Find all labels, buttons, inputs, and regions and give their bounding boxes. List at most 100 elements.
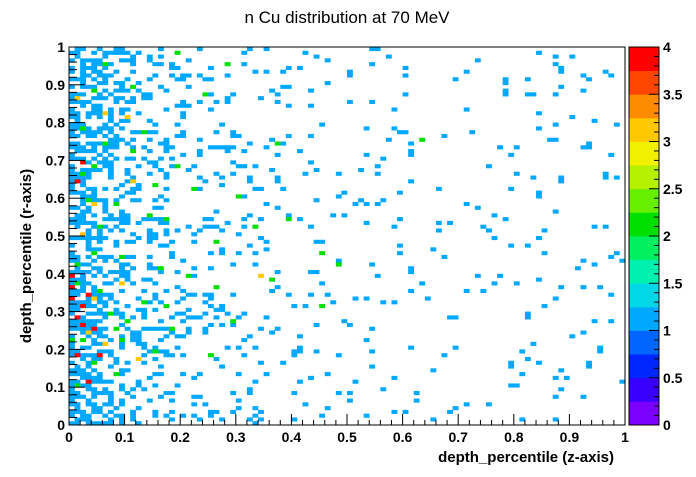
heatmap-cell: [130, 281, 137, 286]
heatmap-cell: [91, 258, 98, 263]
heatmap-cell: [263, 145, 270, 150]
heatmap-cell: [107, 292, 114, 297]
heatmap-cell: [208, 145, 214, 150]
y-tick-label: 0.5: [46, 228, 66, 244]
heatmap-cell: [146, 349, 153, 354]
heatmap-cell: [174, 50, 181, 55]
heatmap-cell: [169, 353, 175, 358]
heatmap-cell: [486, 164, 492, 169]
heatmap-cell: [102, 81, 109, 86]
colorbar-tick-label: 0.5: [663, 370, 683, 386]
y-tick-label: 0.8: [46, 115, 66, 131]
heatmap-cell: [96, 356, 103, 362]
heatmap-cell: [74, 379, 81, 384]
heatmap-cell: [341, 319, 348, 324]
heatmap-cell: [536, 194, 542, 199]
heatmap-cell: [113, 99, 120, 104]
heatmap-cell: [102, 111, 109, 116]
heatmap-cell: [230, 322, 237, 328]
heatmap-cell: [107, 311, 114, 316]
heatmap-cell: [196, 137, 203, 142]
heatmap-cell: [119, 288, 125, 293]
heatmap-cell: [107, 160, 114, 165]
heatmap-cell: [208, 353, 214, 358]
heatmap-cell: [91, 341, 98, 346]
heatmap-cell: [69, 236, 75, 241]
heatmap-cell: [591, 319, 598, 324]
heatmap-cell: [85, 421, 92, 426]
heatmap-cell: [85, 194, 92, 199]
heatmap-cell: [119, 96, 125, 101]
heatmap-cell: [191, 402, 198, 407]
heatmap-cell: [530, 175, 537, 180]
heatmap-cell: [358, 167, 364, 173]
heatmap-cell: [141, 311, 148, 316]
heatmap-cell: [274, 205, 281, 210]
heatmap-cell: [163, 171, 170, 176]
x-tick-label: 1: [621, 429, 629, 445]
heatmap-cell: [513, 171, 520, 176]
heatmap-cell: [74, 92, 81, 97]
heatmap-cell: [180, 319, 187, 324]
heatmap-cell: [397, 243, 403, 248]
heatmap-cell: [469, 130, 476, 135]
heatmap-cell: [174, 122, 181, 127]
heatmap-cell: [80, 319, 86, 324]
heatmap-cell: [580, 145, 587, 150]
heatmap-cell: [102, 62, 109, 67]
heatmap-cell: [408, 270, 415, 275]
heatmap-cell: [163, 217, 170, 222]
heatmap-cell: [85, 417, 92, 422]
heatmap-cell: [96, 375, 103, 380]
heatmap-cell: [141, 315, 148, 320]
heatmap-cell: [74, 368, 81, 373]
heatmap-cell: [85, 360, 92, 365]
heatmap-cell: [124, 171, 131, 176]
heatmap-cell: [91, 368, 98, 373]
heatmap-cell: [157, 205, 164, 210]
heatmap-cell: [135, 164, 142, 169]
heatmap-cell: [80, 300, 86, 305]
heatmap-cell: [619, 258, 626, 263]
heatmap-cell: [441, 254, 448, 259]
heatmap-cell: [141, 288, 148, 293]
x-tick-label: 0.2: [170, 429, 190, 445]
heatmap-cell: [119, 209, 125, 214]
heatmap-cell: [497, 273, 503, 278]
heatmap-cell: [363, 152, 370, 157]
heatmap-cell: [352, 379, 359, 384]
heatmap-cell: [235, 315, 242, 320]
heatmap-cell: [536, 50, 542, 55]
heatmap-cell: [74, 118, 81, 123]
heatmap-cell: [558, 65, 565, 70]
heatmap-cell: [69, 304, 75, 309]
heatmap-cell: [235, 251, 242, 256]
heatmap-cell: [119, 213, 125, 218]
heatmap-cell: [80, 103, 86, 108]
heatmap-cell: [113, 133, 120, 139]
heatmap-cell: [69, 338, 75, 343]
heatmap-cell: [180, 334, 187, 339]
heatmap-cell: [280, 84, 287, 89]
heatmap-cell: [80, 417, 86, 422]
heatmap-cell: [224, 145, 231, 150]
heatmap-cell: [291, 349, 298, 354]
heatmap-cell: [157, 319, 164, 324]
heatmap-cell: [74, 307, 81, 312]
heatmap-cell: [107, 107, 114, 112]
heatmap-cell: [74, 277, 81, 282]
heatmap-cell: [180, 111, 187, 116]
heatmap-cell: [96, 81, 103, 86]
heatmap-cell: [96, 266, 103, 271]
heatmap-cell: [608, 254, 615, 259]
heatmap-cell: [113, 186, 120, 191]
heatmap-cell: [157, 141, 164, 146]
heatmap-cell: [608, 292, 615, 297]
heatmap-cell: [80, 130, 86, 135]
heatmap-cell: [391, 409, 398, 414]
heatmap-cell: [96, 224, 103, 229]
heatmap-cell: [269, 137, 276, 142]
heatmap-cell: [124, 220, 131, 225]
heatmap-cell: [74, 149, 81, 154]
heatmap-cell: [141, 145, 148, 150]
